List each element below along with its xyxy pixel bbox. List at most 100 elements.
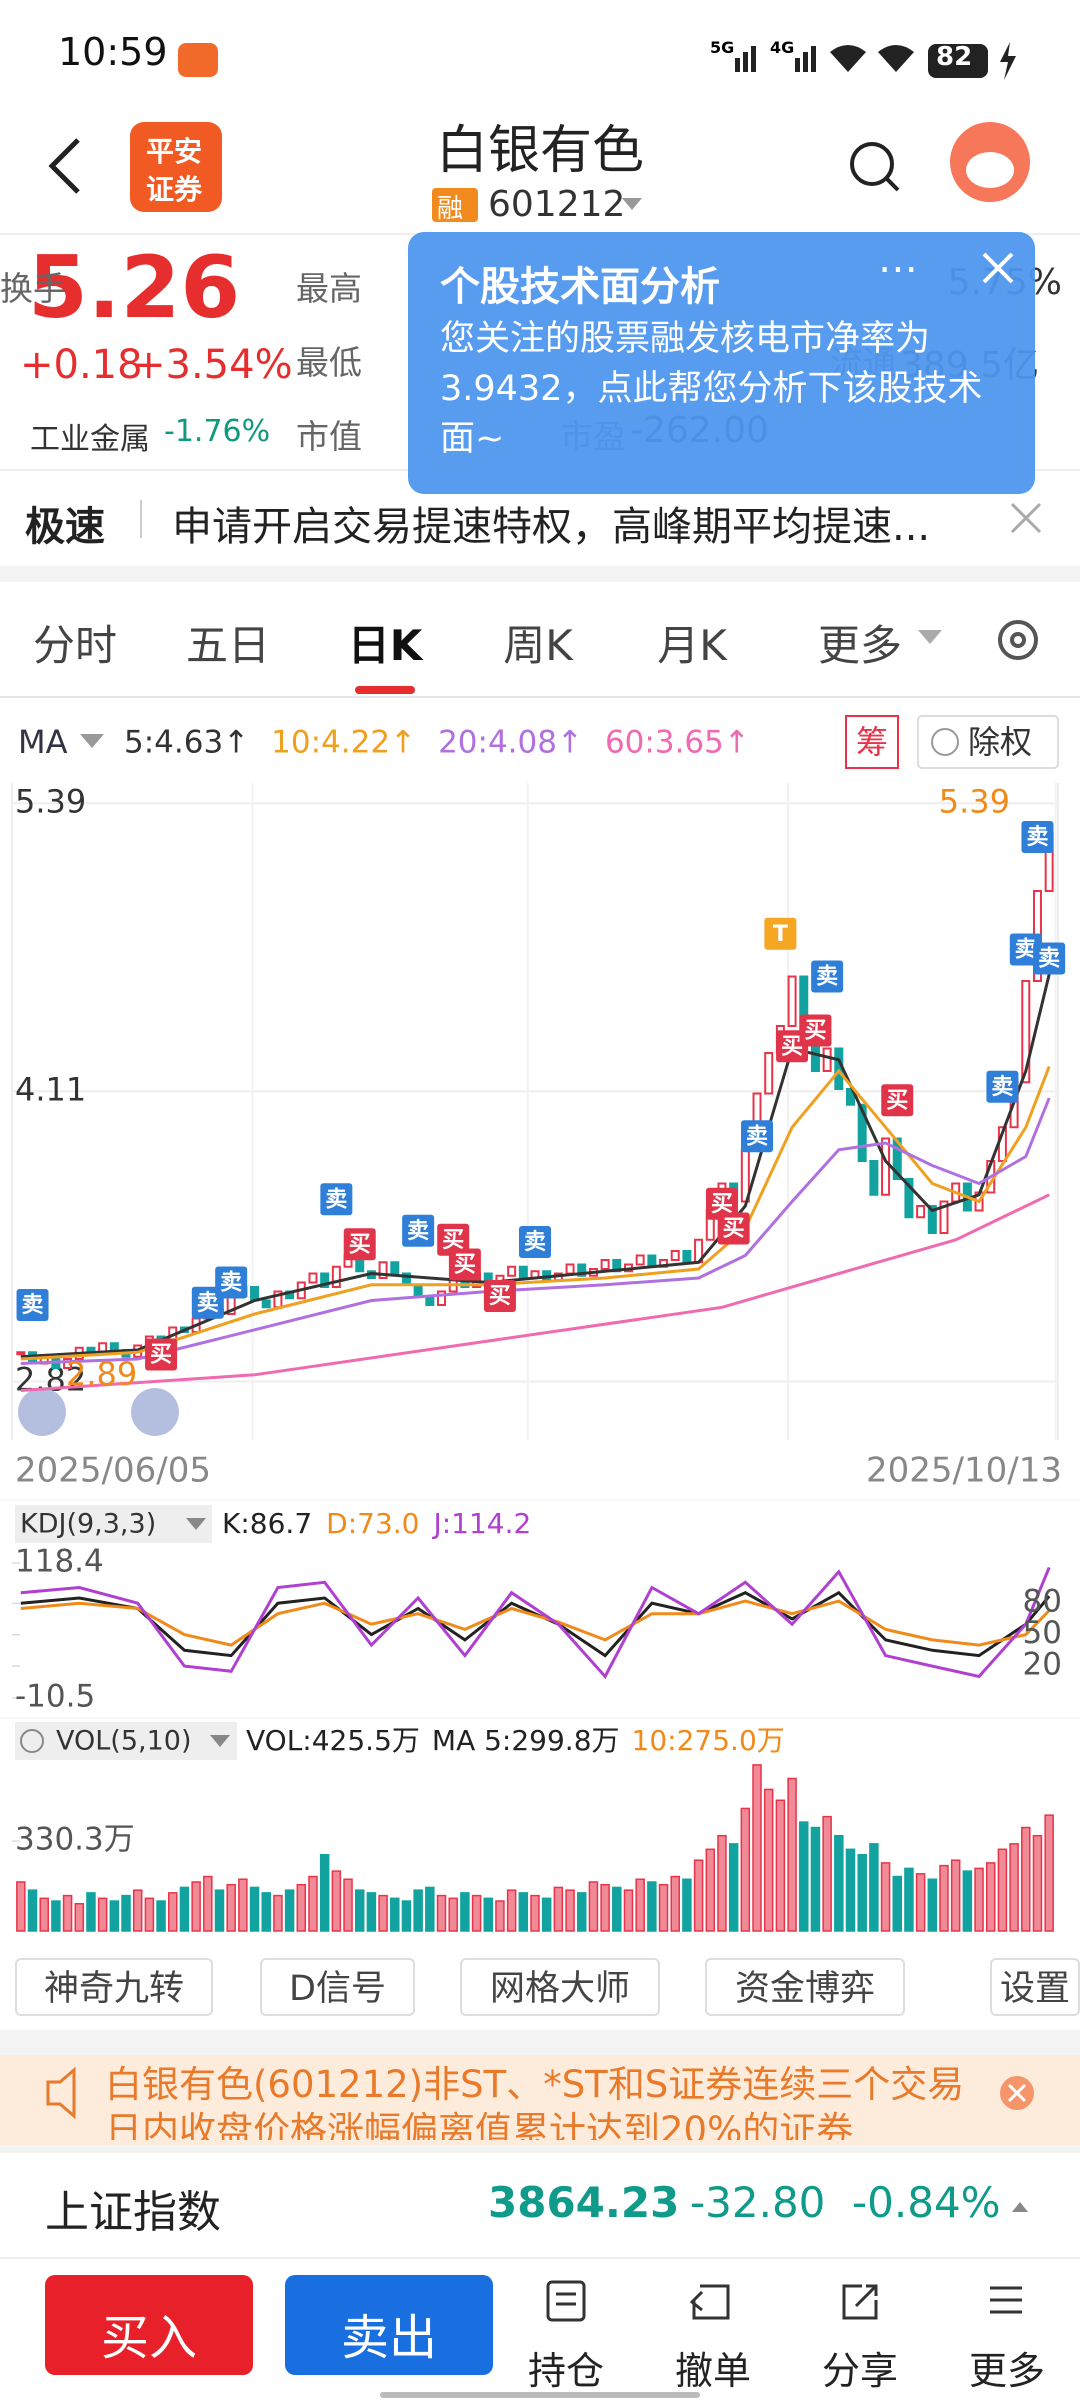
sector: 工业金属 xyxy=(30,422,150,457)
y-tick-label: 5.39 xyxy=(15,782,86,820)
settings[interactable] xyxy=(998,620,1038,660)
volume-bar xyxy=(740,1807,751,1932)
notice: 白银有色(601212)非ST、*ST和S证券连续三个交易日内收盘价格涨幅偏离值… xyxy=(105,2063,965,2140)
signal xyxy=(437,1223,470,1256)
volume-bar xyxy=(834,1834,844,1932)
tab-indicator xyxy=(355,686,415,694)
volume-bar xyxy=(880,1862,891,1932)
action[interactable]: 持仓 xyxy=(527,2349,604,2393)
tab[interactable]: 月K xyxy=(657,621,727,670)
action[interactable]: 更多 xyxy=(968,2349,1045,2393)
tool-button[interactable]: 设置 xyxy=(990,1958,1080,2016)
tool-button[interactable]: D信号 xyxy=(260,1958,415,2016)
volume-bar xyxy=(156,1900,166,1932)
action[interactable]: 撤单 xyxy=(674,2349,751,2393)
volume-bar xyxy=(647,1881,657,1932)
volume-bar xyxy=(927,1878,938,1932)
search[interactable] xyxy=(850,142,894,186)
volume-bar xyxy=(471,1894,482,1932)
signal-label: 买 xyxy=(349,1232,371,1257)
volume-bar xyxy=(413,1889,423,1932)
candle xyxy=(320,1272,330,1288)
signal-label: 买 xyxy=(886,1088,908,1113)
signal-label: 卖 xyxy=(220,1270,242,1296)
volume-bar xyxy=(425,1886,435,1932)
back-button[interactable] xyxy=(48,138,80,194)
margin-tag-text: 融 xyxy=(437,194,464,224)
popup-more[interactable]: ⋯ xyxy=(878,246,918,292)
candle xyxy=(857,1103,867,1162)
sell-label[interactable]: 卖出 xyxy=(340,2310,437,2366)
field-label: 市值 xyxy=(296,417,362,456)
signal-label: T xyxy=(773,922,788,947)
action[interactable]: 分享 xyxy=(821,2349,898,2393)
candle xyxy=(846,1088,856,1106)
tab[interactable]: 周K xyxy=(503,621,573,670)
volume-bar xyxy=(623,1889,634,1932)
volume-bar xyxy=(997,1848,1008,1932)
signal xyxy=(764,917,797,950)
volume-bar xyxy=(273,1894,283,1932)
signal xyxy=(741,1120,774,1153)
volume-bar xyxy=(238,1878,248,1932)
x-label: 2025/06/05 xyxy=(15,1451,211,1491)
popup-close[interactable] xyxy=(980,250,1016,286)
line xyxy=(20,973,1051,1359)
volume-bar xyxy=(1044,1814,1054,1932)
signal-label: 卖 xyxy=(746,1123,768,1149)
volume-bar xyxy=(191,1881,201,1932)
signal xyxy=(402,1214,435,1247)
tab[interactable]: 五日 xyxy=(185,621,270,670)
candle xyxy=(939,1200,949,1234)
index-name: 上证指数 xyxy=(45,2187,221,2238)
volume-bar xyxy=(775,1799,786,1932)
volume-bar xyxy=(950,1859,961,1932)
tab[interactable]: 分时 xyxy=(32,621,117,670)
logo-text: 证券 xyxy=(146,173,203,206)
tab[interactable]: 更多 xyxy=(817,621,902,670)
volume-bar xyxy=(904,1867,914,1932)
ticker-close[interactable] xyxy=(1010,502,1042,534)
expand-button[interactable] xyxy=(18,1388,66,1436)
popup[interactable]: 个股技术面分析 ⋯ 您关注的股票融发核电市净率为3.9432，点此帮您分析下该股… xyxy=(408,232,1035,494)
volume-bar xyxy=(763,1788,774,1932)
volume-bar xyxy=(588,1881,599,1932)
signal-label: 卖 xyxy=(197,1290,219,1316)
tool-button[interactable]: 神奇九转 xyxy=(15,1958,213,2016)
legend-title: MA xyxy=(18,723,68,761)
volume-bar xyxy=(752,1764,762,1932)
volume-bar xyxy=(810,1826,821,1932)
ex-right-badge[interactable] xyxy=(917,715,1059,769)
tool-button[interactable]: 网格大师 xyxy=(460,1958,660,2016)
volume-bar xyxy=(168,1892,178,1932)
fullscreen-button[interactable] xyxy=(131,1388,179,1436)
dropdown[interactable] xyxy=(622,198,642,210)
tool-button[interactable]: 资金博弈 xyxy=(705,1958,905,2016)
y-tick-label: -10.5 xyxy=(15,1679,95,1715)
volume-bar xyxy=(787,1777,797,1932)
stock-code: 601212 xyxy=(488,184,626,225)
volume-bar xyxy=(331,1870,342,1932)
signal xyxy=(1033,942,1066,975)
volume-bar xyxy=(693,1859,704,1932)
candle xyxy=(16,1351,26,1356)
signal xyxy=(717,1212,750,1245)
legend-item: 60:3.65↑ xyxy=(605,725,750,761)
volume-bar xyxy=(857,1854,867,1932)
field-label: 换手 xyxy=(0,269,66,308)
volume-bar xyxy=(97,1897,108,1932)
candle xyxy=(916,1205,926,1219)
tab[interactable]: 日K xyxy=(347,621,423,670)
line xyxy=(20,1097,1051,1365)
volume-bar xyxy=(541,1897,552,1932)
sell-button[interactable] xyxy=(285,2275,493,2375)
volume-bar xyxy=(518,1892,529,1932)
ticker-text[interactable]: 申请开启交易提速特权，高峰期平均提速... xyxy=(172,504,931,550)
volume-bar xyxy=(869,1843,879,1932)
chip-badge[interactable] xyxy=(845,715,899,769)
volume-bar xyxy=(483,1897,494,1932)
y-tick-label: 4.11 xyxy=(15,1070,86,1108)
signal xyxy=(799,1014,832,1047)
buy-button[interactable] xyxy=(45,2275,253,2375)
buy-label[interactable]: 买入 xyxy=(100,2310,197,2366)
